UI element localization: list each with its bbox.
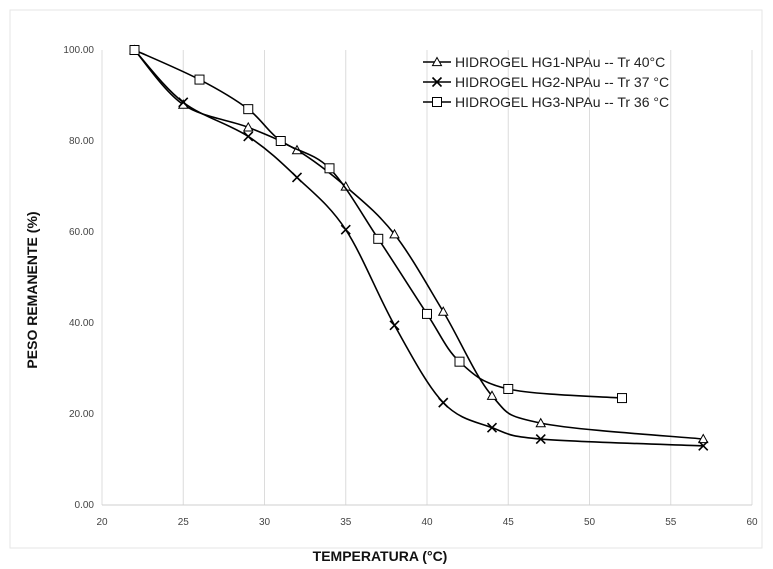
data-point-marker: [698, 440, 709, 451]
data-point-marker: [437, 306, 449, 316]
data-point-marker: [697, 433, 709, 444]
legend-marker: [431, 76, 443, 88]
y-tick-label: 100.00: [63, 45, 94, 56]
data-point-marker: [438, 397, 449, 408]
data-point-marker: [503, 383, 514, 394]
series-line: [133, 49, 704, 440]
data-point-marker: [486, 390, 498, 400]
series-line: [133, 49, 704, 447]
data-point-marker: [535, 417, 547, 428]
legend-label: HIDROGEL HG2-NPAu -- Tr 37 °C: [455, 74, 669, 90]
legend: HIDROGEL HG1-NPAu -- Tr 40°C HIDROGEL HG2…: [423, 54, 669, 110]
data-point-marker: [422, 308, 432, 319]
y-tick-label: 80.00: [69, 136, 94, 147]
legend-item: HIDROGEL HG3-NPAu -- Tr 36 °C: [423, 94, 669, 110]
x-tick-label: 55: [665, 517, 677, 528]
data-point-marker: [373, 233, 384, 244]
series-3: [129, 45, 627, 404]
data-point-marker: [275, 136, 286, 146]
legend-label: HIDROGEL HG1-NPAu -- Tr 40°C: [455, 54, 665, 70]
y-tick-labels: 0.00 20.00 40.00 60.00 80.00 100.00: [63, 45, 94, 511]
x-tick-label: 50: [584, 517, 596, 528]
chart-frame: [9, 9, 763, 549]
legend-item: HIDROGEL HG1-NPAu -- Tr 40°C: [423, 54, 665, 70]
x-axis-title: TEMPERATURA (°C): [313, 548, 448, 564]
data-point-marker: [389, 228, 400, 239]
data-point-marker: [291, 172, 303, 183]
legend-marker: [432, 97, 442, 107]
y-tick-label: 40.00: [69, 318, 94, 329]
data-point-marker: [617, 393, 627, 404]
data-point-marker: [454, 356, 465, 367]
legend-label: HIDROGEL HG3-NPAu -- Tr 36 °C: [455, 94, 669, 110]
data-point-marker: [243, 104, 254, 115]
x-tick-label: 30: [259, 517, 271, 528]
series-2: [129, 44, 709, 451]
x-tick-label: 60: [746, 517, 758, 528]
data-point-marker: [486, 422, 498, 433]
y-tick-label: 60.00: [69, 227, 94, 238]
y-tick-label: 20.00: [69, 409, 94, 420]
data-point-marker: [194, 74, 205, 85]
data-point-marker: [242, 121, 254, 132]
data-point-marker: [129, 45, 140, 55]
series-1: [129, 44, 709, 444]
data-point-marker: [389, 320, 400, 331]
x-tick-label: 20: [96, 517, 108, 528]
series-line: [134, 49, 623, 399]
y-tick-label: 0.00: [75, 500, 95, 511]
data-point-marker: [178, 97, 189, 108]
x-tick-label: 40: [421, 517, 433, 528]
x-tick-label: 25: [178, 517, 190, 528]
legend-item: HIDROGEL HG2-NPAu -- Tr 37 °C: [423, 74, 669, 90]
x-tick-label: 35: [340, 517, 352, 528]
data-point-marker: [340, 224, 351, 235]
x-tick-labels: 20 25 30 35 40 45 50 55 60: [96, 517, 758, 528]
data-point-marker: [243, 131, 254, 142]
data-point-marker: [324, 163, 335, 174]
y-axis-title: PESO REMANENTE (%): [24, 211, 40, 368]
series-layer: [129, 44, 709, 451]
data-point-marker: [535, 433, 546, 445]
legend-marker: [431, 56, 443, 67]
x-tick-label: 45: [503, 517, 515, 528]
